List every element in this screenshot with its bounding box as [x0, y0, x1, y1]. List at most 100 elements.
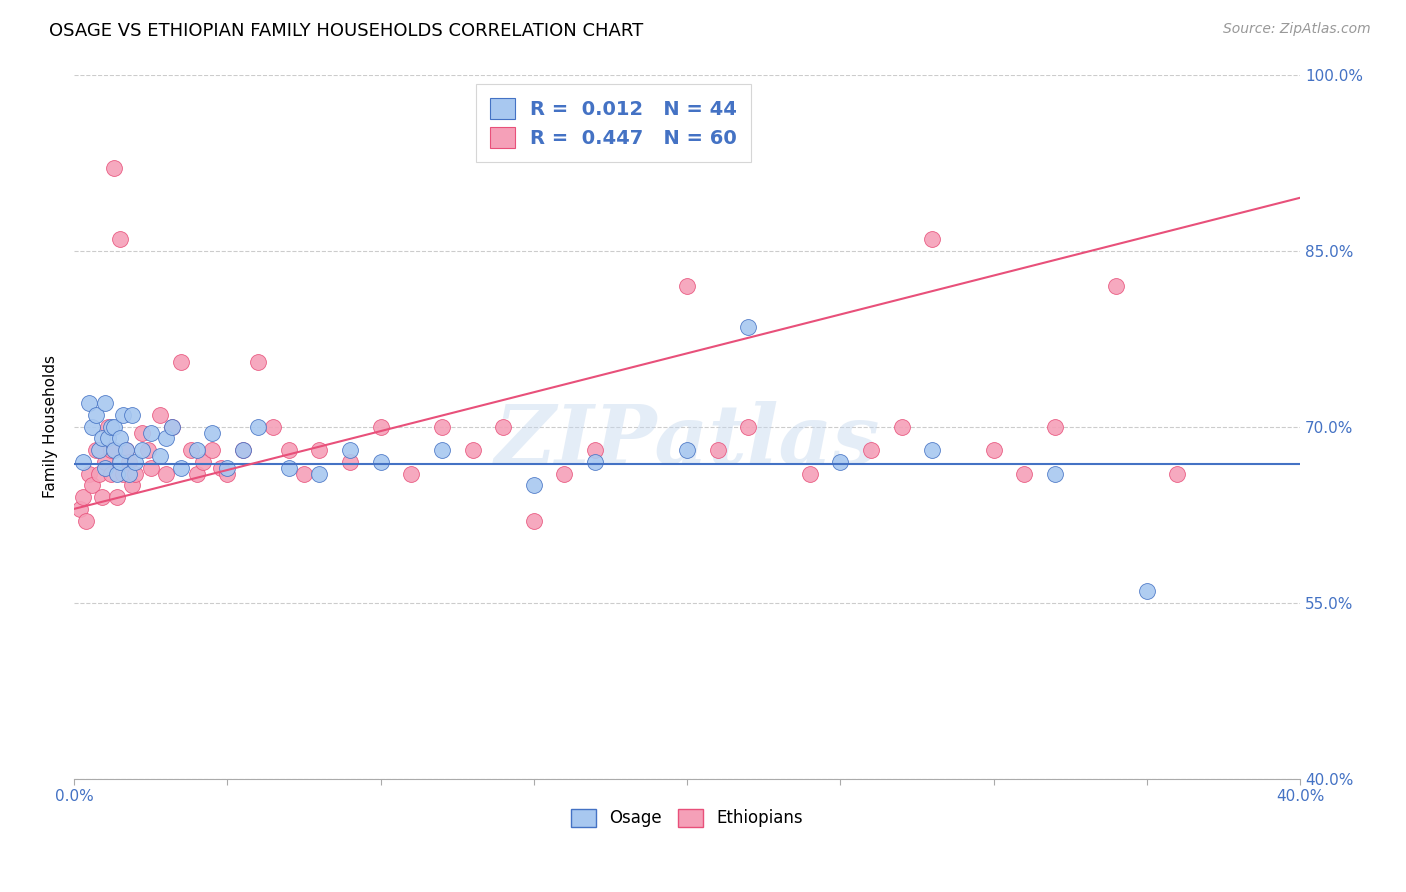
- Legend: Osage, Ethiopians: Osage, Ethiopians: [564, 802, 810, 834]
- Point: [921, 232, 943, 246]
- Point: [1136, 584, 1159, 599]
- Point: [103, 419, 125, 434]
- Point: [676, 278, 699, 293]
- Point: [90, 490, 112, 504]
- Point: [277, 460, 299, 475]
- Point: [1105, 278, 1128, 293]
- Point: [84, 408, 107, 422]
- Point: [232, 443, 254, 458]
- Point: [308, 467, 330, 481]
- Point: [1043, 419, 1066, 434]
- Point: [93, 460, 115, 475]
- Point: [292, 467, 315, 481]
- Point: [737, 320, 759, 334]
- Y-axis label: Family Households: Family Households: [44, 355, 58, 499]
- Point: [217, 467, 239, 481]
- Point: [859, 443, 882, 458]
- Point: [155, 467, 177, 481]
- Point: [112, 408, 135, 422]
- Point: [72, 490, 94, 504]
- Point: [523, 514, 546, 528]
- Text: ZIPatlas: ZIPatlas: [495, 401, 880, 481]
- Point: [131, 425, 153, 440]
- Point: [553, 467, 575, 481]
- Point: [339, 455, 361, 469]
- Point: [124, 455, 146, 469]
- Point: [830, 455, 852, 469]
- Point: [160, 419, 183, 434]
- Point: [277, 443, 299, 458]
- Point: [79, 396, 101, 410]
- Point: [155, 432, 177, 446]
- Point: [118, 455, 141, 469]
- Point: [191, 455, 214, 469]
- Point: [201, 425, 224, 440]
- Point: [82, 478, 104, 492]
- Point: [583, 443, 606, 458]
- Point: [339, 443, 361, 458]
- Point: [523, 478, 546, 492]
- Point: [105, 490, 128, 504]
- Point: [97, 432, 120, 446]
- Point: [370, 455, 392, 469]
- Point: [103, 443, 125, 458]
- Point: [115, 443, 138, 458]
- Point: [737, 419, 759, 434]
- Point: [201, 443, 224, 458]
- Text: Source: ZipAtlas.com: Source: ZipAtlas.com: [1223, 22, 1371, 37]
- Point: [90, 432, 112, 446]
- Point: [430, 443, 453, 458]
- Point: [583, 455, 606, 469]
- Point: [799, 467, 821, 481]
- Point: [430, 419, 453, 434]
- Point: [82, 419, 104, 434]
- Point: [149, 408, 172, 422]
- Point: [105, 467, 128, 481]
- Point: [136, 443, 159, 458]
- Point: [676, 443, 699, 458]
- Point: [217, 460, 239, 475]
- Point: [118, 467, 141, 481]
- Point: [108, 455, 131, 469]
- Point: [232, 443, 254, 458]
- Point: [890, 419, 912, 434]
- Point: [79, 467, 101, 481]
- Point: [93, 396, 115, 410]
- Point: [75, 514, 97, 528]
- Point: [186, 467, 208, 481]
- Point: [921, 443, 943, 458]
- Point: [983, 443, 1005, 458]
- Point: [492, 419, 515, 434]
- Point: [149, 449, 172, 463]
- Point: [84, 443, 107, 458]
- Point: [100, 443, 122, 458]
- Point: [103, 161, 125, 176]
- Point: [180, 443, 202, 458]
- Point: [108, 232, 131, 246]
- Point: [112, 467, 135, 481]
- Point: [72, 455, 94, 469]
- Point: [100, 419, 122, 434]
- Point: [131, 443, 153, 458]
- Text: OSAGE VS ETHIOPIAN FAMILY HOUSEHOLDS CORRELATION CHART: OSAGE VS ETHIOPIAN FAMILY HOUSEHOLDS COR…: [49, 22, 644, 40]
- Point: [100, 467, 122, 481]
- Point: [170, 460, 193, 475]
- Point: [1012, 467, 1035, 481]
- Point: [69, 502, 91, 516]
- Point: [170, 355, 193, 369]
- Point: [370, 419, 392, 434]
- Point: [706, 443, 728, 458]
- Point: [186, 443, 208, 458]
- Point: [115, 443, 138, 458]
- Point: [246, 419, 269, 434]
- Point: [1043, 467, 1066, 481]
- Point: [121, 478, 143, 492]
- Point: [97, 419, 120, 434]
- Point: [399, 467, 422, 481]
- Point: [262, 419, 284, 434]
- Point: [93, 455, 115, 469]
- Point: [1166, 467, 1188, 481]
- Point: [209, 460, 232, 475]
- Point: [87, 467, 110, 481]
- Point: [246, 355, 269, 369]
